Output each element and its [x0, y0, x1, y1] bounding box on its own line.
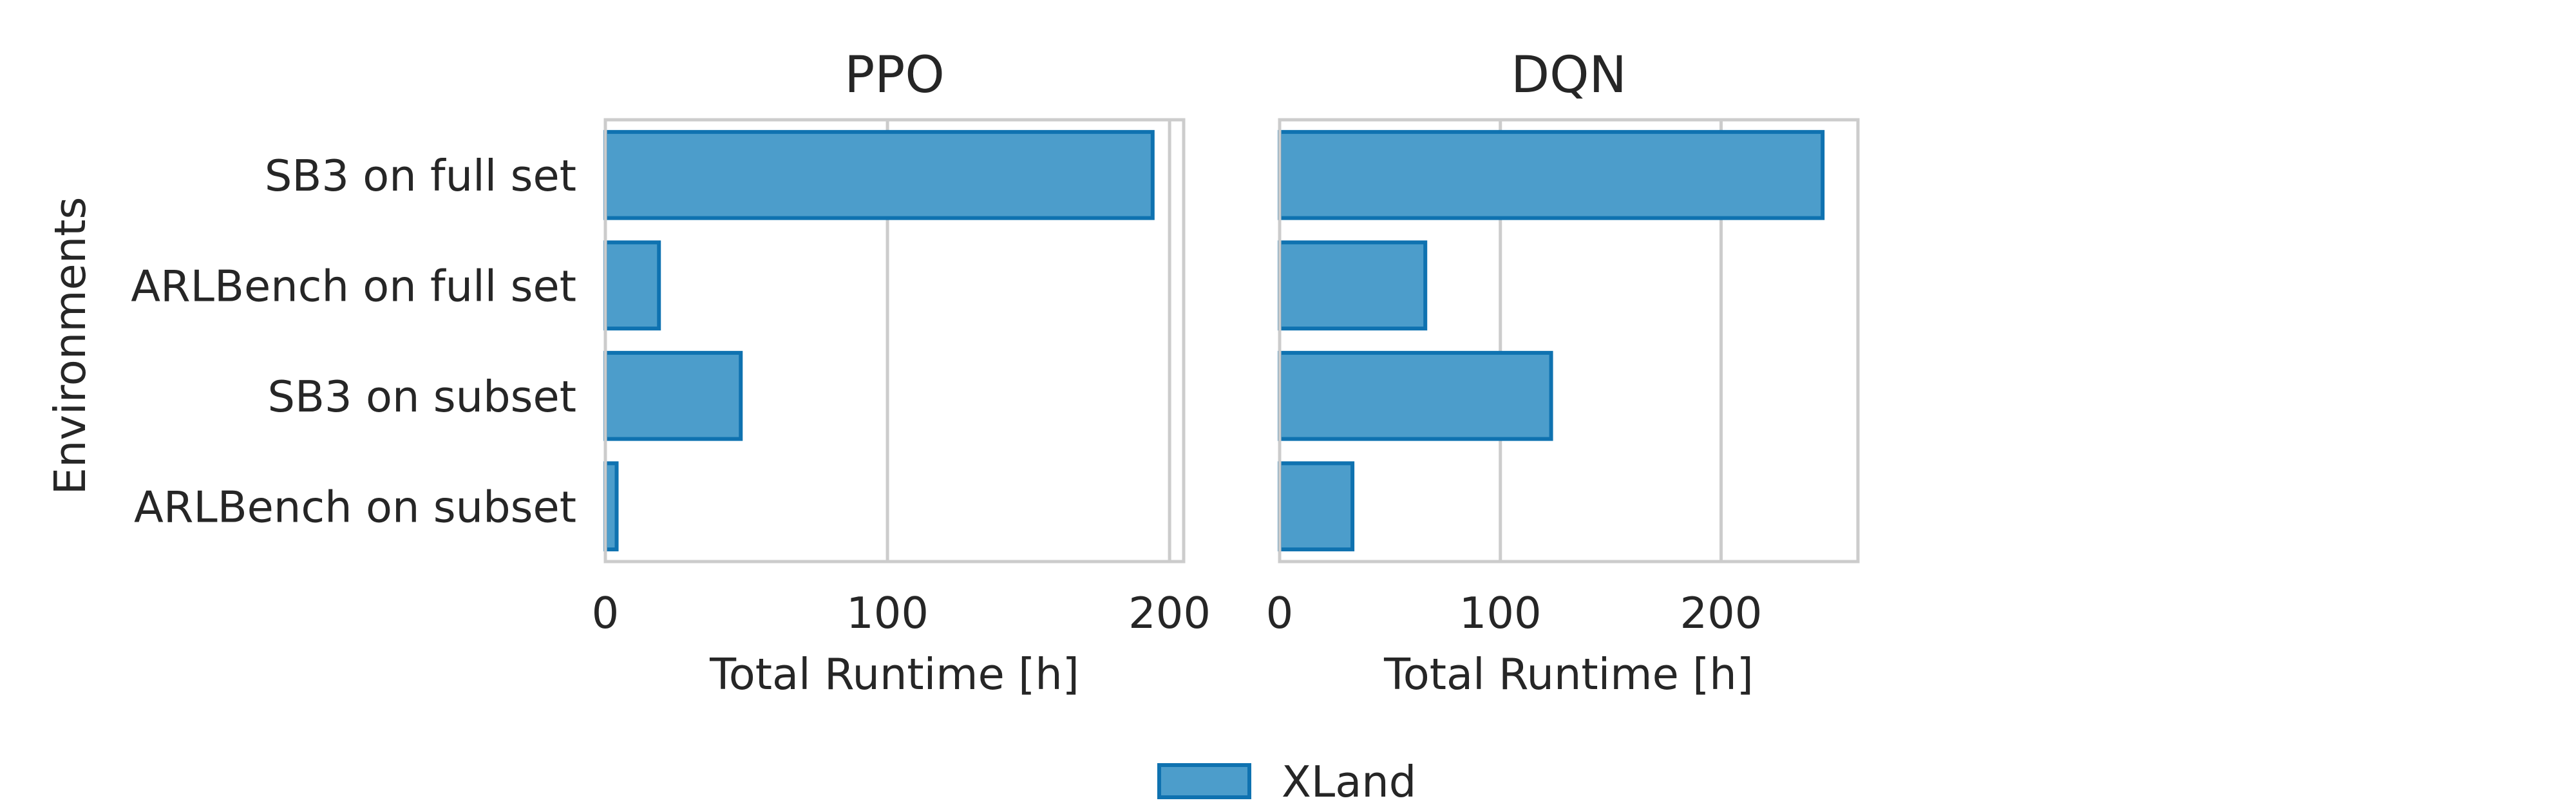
bar-dqn-0	[1278, 129, 1825, 220]
y-axis-label: Environments	[45, 197, 95, 495]
y-tick-label: ARLBench on subset	[134, 482, 576, 532]
legend-swatch-xland	[1157, 763, 1251, 799]
x-tick-label-0: 0	[1266, 588, 1294, 638]
axes-frame-dqn	[1278, 118, 1860, 564]
bar-ppo-3	[603, 461, 619, 552]
x-tick-label-200: 200	[1680, 588, 1763, 638]
x-axis-label: Total Runtime [h]	[709, 649, 1079, 699]
x-tick-label-0: 0	[592, 588, 620, 638]
y-tick-label: SB3 on full set	[265, 151, 576, 201]
bar-ppo-2	[603, 350, 743, 441]
y-tick-labels: SB3 on full set ARLBench on full set SB3 o…	[131, 151, 576, 533]
x-axis-label: Total Runtime [h]	[1383, 649, 1754, 699]
x-tick-label-100: 100	[846, 588, 929, 638]
panel-title-dqn: DQN	[1511, 46, 1627, 104]
x-tick-label-100: 100	[1459, 588, 1542, 638]
x-tick-label-200: 200	[1128, 588, 1211, 638]
legend: XLand	[1157, 757, 1416, 805]
y-tick-label: ARLBench on full set	[131, 261, 576, 311]
bar-ppo-1	[603, 240, 661, 331]
panels-layer: PPO 0 100 200 Total Runtime [h] DQN 0 100 200 Tot…	[592, 46, 1860, 699]
y-tick-label: SB3 on subset	[268, 372, 576, 422]
legend-label-xland: XLand	[1282, 757, 1416, 805]
panel-ppo: PPO 0 100 200 Total Runtime [h]	[592, 46, 1211, 699]
bar-dqn-2	[1278, 350, 1553, 441]
panel-dqn: DQN 0 100 200 Total Runtime [h]	[1266, 46, 1860, 699]
axes-frame-ppo	[603, 118, 1186, 564]
bar-dqn-1	[1278, 240, 1428, 331]
panel-title-ppo: PPO	[844, 46, 944, 104]
bar-ppo-0	[603, 129, 1155, 220]
bar-dqn-3	[1278, 461, 1355, 552]
